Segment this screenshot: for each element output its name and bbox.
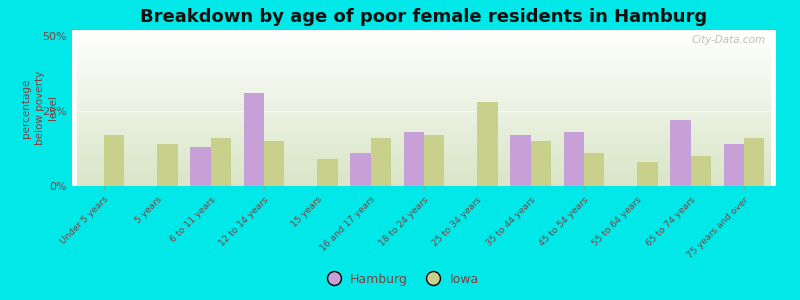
Bar bbox=[318, 159, 338, 186]
Bar bbox=[510, 135, 530, 186]
Bar bbox=[478, 102, 498, 186]
Bar bbox=[370, 138, 391, 186]
Bar bbox=[690, 156, 711, 186]
Bar bbox=[404, 132, 424, 186]
Legend: Hamburg, Iowa: Hamburg, Iowa bbox=[317, 268, 483, 291]
Bar bbox=[564, 132, 584, 186]
Bar bbox=[158, 144, 178, 186]
Y-axis label: percentage
below poverty
level: percentage below poverty level bbox=[22, 71, 58, 145]
Bar bbox=[244, 93, 264, 186]
Bar bbox=[424, 135, 444, 186]
Bar bbox=[530, 141, 551, 186]
Bar bbox=[724, 144, 744, 186]
Bar bbox=[190, 147, 210, 186]
Bar bbox=[584, 153, 604, 186]
Bar bbox=[264, 141, 284, 186]
Bar bbox=[670, 120, 690, 186]
Bar bbox=[744, 138, 764, 186]
Bar bbox=[104, 135, 124, 186]
Title: Breakdown by age of poor female residents in Hamburg: Breakdown by age of poor female resident… bbox=[141, 8, 707, 26]
Text: City-Data.com: City-Data.com bbox=[691, 35, 766, 45]
Bar bbox=[210, 138, 231, 186]
Bar bbox=[638, 162, 658, 186]
Bar bbox=[350, 153, 370, 186]
